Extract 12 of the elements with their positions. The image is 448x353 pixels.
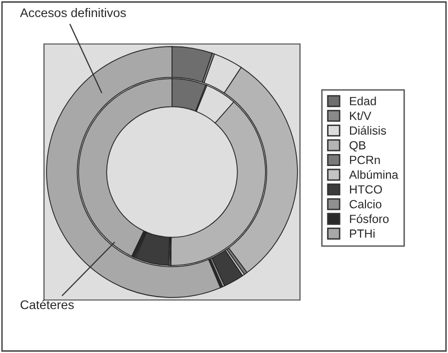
legend-label: HTCO — [350, 185, 382, 194]
legend-label: Fósforo — [350, 214, 389, 224]
legend-label: Diálisis — [350, 126, 386, 135]
legend-label: PTHi — [350, 229, 374, 238]
legend-label: Albúmina — [349, 170, 398, 179]
legend-label: Calcio — [350, 200, 382, 208]
legend-label: Kt/V — [350, 111, 372, 120]
legend-label: Edad — [350, 96, 376, 106]
legend-label: PCRn — [350, 156, 380, 164]
slice-label: Catéteres — [20, 300, 74, 310]
legend-label: QB — [350, 141, 366, 152]
slice-label: Accesos definitivos — [20, 8, 126, 18]
